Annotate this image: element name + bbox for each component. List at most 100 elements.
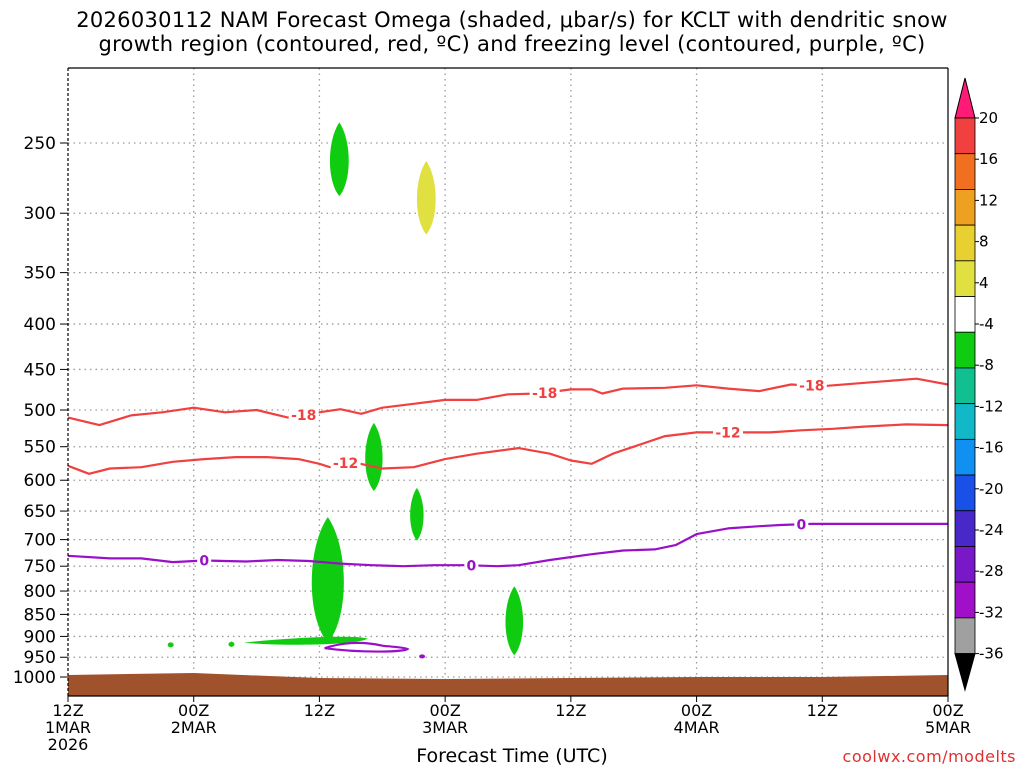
y-tick-label: 950 bbox=[24, 648, 56, 668]
colorbar-band bbox=[954, 260, 976, 297]
title-line-1: 2026030112 NAM Forecast Omega (shaded, μ… bbox=[76, 8, 948, 32]
y-tick-label: 300 bbox=[24, 204, 56, 224]
colorbar-band bbox=[954, 367, 976, 405]
contour-label: -18 bbox=[532, 386, 557, 402]
x-tick-label: 12Z bbox=[304, 701, 335, 720]
plot-frame bbox=[67, 67, 949, 697]
colorbar-band bbox=[954, 153, 976, 190]
x-tick-label: 3MAR bbox=[422, 718, 468, 737]
colorbar-arrow-top bbox=[954, 77, 976, 119]
contour-line bbox=[67, 377, 949, 427]
contour-label: 0 bbox=[466, 558, 476, 574]
contour-label-bg bbox=[529, 384, 560, 401]
omega-shading bbox=[167, 122, 524, 659]
colorbar-label: 16 bbox=[979, 150, 998, 168]
omega-blob bbox=[228, 641, 235, 647]
x-tick-label: 1MAR bbox=[45, 718, 91, 737]
colorbar-arrow-bottom bbox=[954, 653, 976, 692]
colorbar-label: 8 bbox=[979, 233, 989, 251]
x-tick-label: 2MAR bbox=[171, 718, 217, 737]
y-tick-label: 600 bbox=[24, 471, 56, 491]
colorbar-band bbox=[954, 617, 976, 654]
y-tick-label: 250 bbox=[24, 134, 56, 154]
y-tick-label: 750 bbox=[24, 557, 56, 577]
freezing-spot bbox=[419, 654, 426, 659]
colorbar-label: -28 bbox=[979, 562, 1004, 580]
omega-blob bbox=[410, 487, 424, 541]
colorbar-band bbox=[954, 403, 976, 440]
contour-label-bg bbox=[794, 516, 809, 533]
contour-label-bg bbox=[197, 552, 212, 569]
y-tick-label: 550 bbox=[24, 438, 56, 458]
y-tick-label: 850 bbox=[24, 605, 56, 625]
contour-label-bg bbox=[464, 557, 479, 574]
ground-layer bbox=[68, 673, 948, 696]
colorbar-band bbox=[954, 189, 976, 226]
colorbar-band bbox=[954, 296, 976, 333]
colorbar-band bbox=[954, 224, 976, 262]
contour-label-bg bbox=[713, 424, 743, 441]
x-axis-title: Forecast Time (UTC) bbox=[416, 745, 608, 767]
x-tick-label: 4MAR bbox=[674, 718, 720, 737]
colorbar-band bbox=[954, 581, 976, 619]
chart-title: 2026030112 NAM Forecast Omega (shaded, μ… bbox=[0, 8, 1024, 56]
x-tick-label: 12Z bbox=[52, 701, 83, 720]
x-tick-label: 00Z bbox=[429, 701, 460, 720]
colorbar-label: 12 bbox=[979, 191, 998, 209]
contour-label: -12 bbox=[333, 456, 358, 472]
freezing-loop bbox=[324, 641, 410, 653]
contour-label: -18 bbox=[291, 408, 316, 424]
x-tick-label: 00Z bbox=[681, 701, 712, 720]
contour-line bbox=[67, 423, 949, 475]
colorbar-label: -32 bbox=[979, 603, 1004, 621]
omega-blob bbox=[244, 636, 368, 645]
y-tick-label: 1000 bbox=[13, 668, 56, 688]
contour-label-bg bbox=[796, 377, 827, 394]
colorbar-label: -24 bbox=[979, 521, 1004, 539]
colorbar-label: -20 bbox=[979, 480, 1004, 498]
colorbar-label: -12 bbox=[979, 397, 1004, 415]
omega-blob bbox=[311, 516, 344, 643]
contour-label: 0 bbox=[796, 517, 806, 533]
colorbar-band bbox=[954, 331, 976, 369]
omega-spot bbox=[167, 642, 174, 648]
omega-blob bbox=[416, 161, 436, 235]
credit-link[interactable]: coolwx.com/modelts bbox=[842, 747, 1016, 766]
colorbar-label: -36 bbox=[979, 645, 1004, 663]
contour-label-bg bbox=[330, 455, 361, 472]
colorbar-band bbox=[954, 117, 976, 155]
contour-line bbox=[67, 522, 948, 568]
y-tick-label: 700 bbox=[24, 531, 56, 551]
ground-fill bbox=[68, 673, 948, 696]
omega-blob bbox=[505, 586, 524, 656]
contour-label: 0 bbox=[199, 553, 209, 569]
y-tick-label: 800 bbox=[24, 582, 56, 602]
colorbar: 20 16 12 8 4 -4 -8 -12 -16 -20 -24 -28 -32 -36 bbox=[954, 77, 1004, 692]
colorbar-label: 4 bbox=[979, 274, 989, 292]
y-tick-label: 650 bbox=[24, 502, 56, 522]
x-tick-label: 00Z bbox=[932, 701, 963, 720]
y-tick-label: 400 bbox=[24, 315, 56, 335]
colorbar-band bbox=[954, 510, 976, 547]
x-tick-label: 5MAR bbox=[925, 718, 971, 737]
contour-label-bg bbox=[288, 406, 319, 423]
x-tick-label: 2026 bbox=[48, 735, 89, 754]
colorbar-band bbox=[954, 438, 976, 476]
y-axis: 2503003504004505005506006507007508008509… bbox=[13, 134, 68, 688]
colorbar-label: -16 bbox=[979, 439, 1004, 457]
y-tick-label: 350 bbox=[24, 264, 56, 284]
contour-label: -18 bbox=[799, 379, 824, 395]
x-tick-label: 12Z bbox=[555, 701, 586, 720]
omega-blob bbox=[365, 422, 383, 491]
colorbar-label: -4 bbox=[979, 315, 994, 333]
colorbar-label: -8 bbox=[979, 356, 994, 374]
colorbar-label: 20 bbox=[979, 109, 998, 127]
colorbar-band bbox=[954, 474, 976, 512]
contour-label: -12 bbox=[715, 425, 740, 441]
contour-lines: -18 -18 -18 -12 -12 0 0 0 bbox=[67, 377, 949, 574]
y-tick-label: 900 bbox=[24, 627, 56, 647]
title-line-2: growth region (contoured, red, ºC) and f… bbox=[98, 32, 926, 56]
omega-blob bbox=[329, 122, 349, 197]
